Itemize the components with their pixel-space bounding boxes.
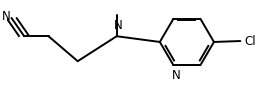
Text: Cl: Cl (244, 35, 256, 48)
Text: N: N (1, 10, 10, 23)
Text: N: N (114, 19, 122, 32)
Text: N: N (172, 69, 180, 82)
